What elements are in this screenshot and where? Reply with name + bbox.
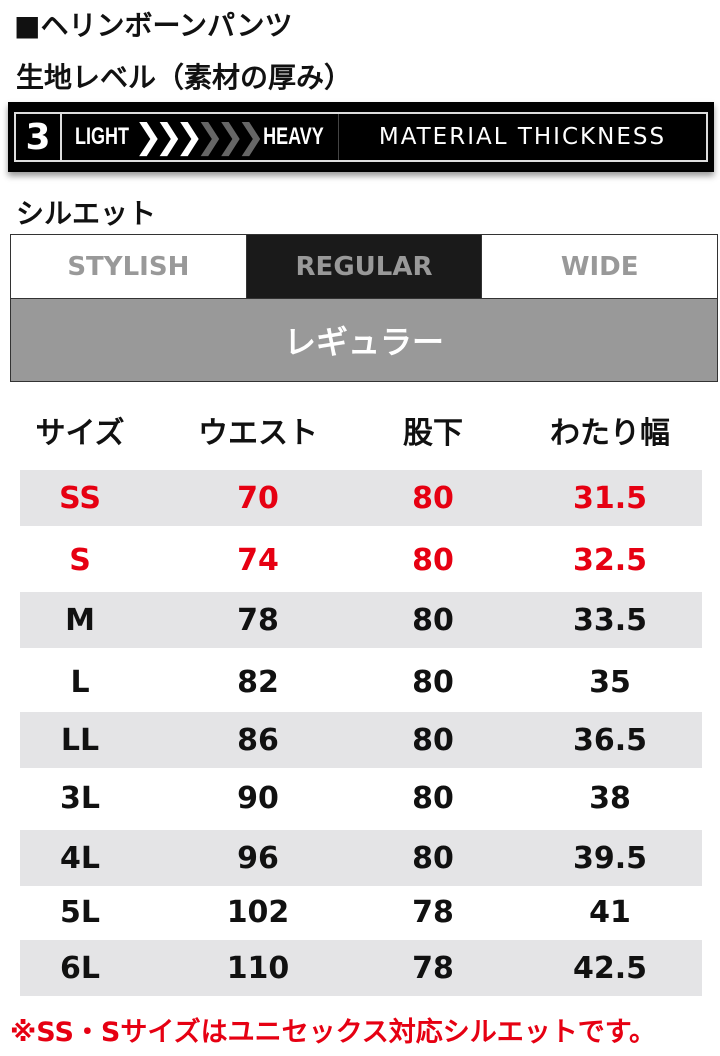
selected-silhouette-label: レギュラー [11, 299, 717, 381]
table-row: 6L 110 78 42.5 [20, 940, 702, 996]
product-title: ■ヘリンボーンパンツ [14, 9, 293, 42]
chevron-icon: ❯ [236, 117, 265, 157]
table-cell: 41 [589, 894, 631, 930]
table-cell: L [70, 664, 90, 700]
table-cell: 36.5 [572, 722, 648, 758]
table-cell: 86 [237, 722, 279, 758]
header-waist: ウエスト [198, 416, 318, 451]
header-inseam: 股下 [403, 416, 463, 451]
table-cell: 6L [60, 950, 100, 986]
table-cell: 78 [412, 950, 454, 986]
table-cell: 33.5 [572, 602, 648, 638]
table-cell: 42.5 [572, 950, 648, 986]
table-header: サイズ ウエスト 股下 わたり幅 [20, 402, 702, 458]
thickness-chevrons: ❯ ❯ ❯ ❯ ❯ ❯ [134, 117, 265, 157]
table-cell: SS [59, 480, 101, 516]
table-cell: 32.5 [572, 542, 648, 578]
table-cell: 80 [412, 602, 454, 638]
material-heading: 生地レベル（素材の厚み） [16, 61, 353, 94]
chevron-icon: ❯ [134, 117, 162, 157]
table-cell: 70 [237, 480, 279, 516]
chevron-icon: ❯ [175, 117, 203, 157]
table-cell: 74 [237, 542, 279, 578]
material-thickness-label: MATERIAL THICKNESS [337, 114, 706, 160]
table-cell: 78 [237, 602, 279, 638]
silhouette-selector: STYLISH REGULAR WIDE レギュラー [10, 234, 718, 382]
footnote: ※SS・Sサイズはユニセックス対応シルエットです。 [10, 1017, 657, 1048]
table-cell: 78 [412, 894, 454, 930]
table-cell: 31.5 [572, 480, 648, 516]
table-row: S 74 80 32.5 [20, 532, 702, 588]
material-thickness-band: 3 LIGHT ❯ ❯ ❯ ❯ ❯ ❯ HEAVY MATERIAL THICKNESS [8, 102, 714, 172]
light-label: LIGHT [75, 123, 129, 150]
table-cell: 80 [412, 480, 454, 516]
chevron-icon: ❯ [154, 117, 183, 157]
silhouette-regular: REGULAR [246, 235, 483, 298]
header-size: サイズ [35, 416, 125, 451]
table-cell: 39.5 [572, 840, 648, 876]
table-cell: 80 [412, 664, 454, 700]
table-row: L 82 80 35 [20, 654, 702, 710]
table-cell: 102 [226, 894, 290, 930]
table-cell: LL [60, 722, 100, 758]
chevron-icon: ❯ [195, 117, 224, 157]
material-level: 3 [16, 114, 62, 160]
table-cell: S [69, 542, 91, 578]
chevron-icon: ❯ [216, 117, 244, 157]
table-cell: 80 [412, 840, 454, 876]
table-cell: 82 [237, 664, 279, 700]
table-cell: 96 [237, 840, 279, 876]
table-cell: 80 [412, 542, 454, 578]
table-cell: 38 [589, 780, 631, 816]
silhouette-heading: シルエット [16, 197, 157, 230]
table-cell: 110 [226, 950, 290, 986]
table-cell: 90 [237, 780, 279, 816]
header-thigh: わたり幅 [550, 416, 670, 451]
table-cell: 3L [60, 780, 100, 816]
silhouette-wide: WIDE [560, 251, 639, 282]
table-row: 4L 96 80 39.5 [20, 830, 702, 886]
table-row: 3L 90 80 38 [20, 770, 702, 826]
table-row: M 78 80 33.5 [20, 592, 702, 648]
table-row: 5L 102 78 41 [20, 884, 702, 940]
heavy-label: HEAVY [263, 123, 324, 150]
table-row: SS 70 80 31.5 [20, 470, 702, 526]
table-row: LL 86 80 36.5 [20, 712, 702, 768]
table-cell: 5L [60, 894, 100, 930]
table-cell: 4L [60, 840, 100, 876]
silhouette-stylish: STYLISH [11, 235, 247, 298]
table-cell: 80 [412, 780, 454, 816]
table-cell: 35 [589, 664, 631, 700]
table-cell: M [65, 602, 95, 638]
table-cell: 80 [412, 722, 454, 758]
